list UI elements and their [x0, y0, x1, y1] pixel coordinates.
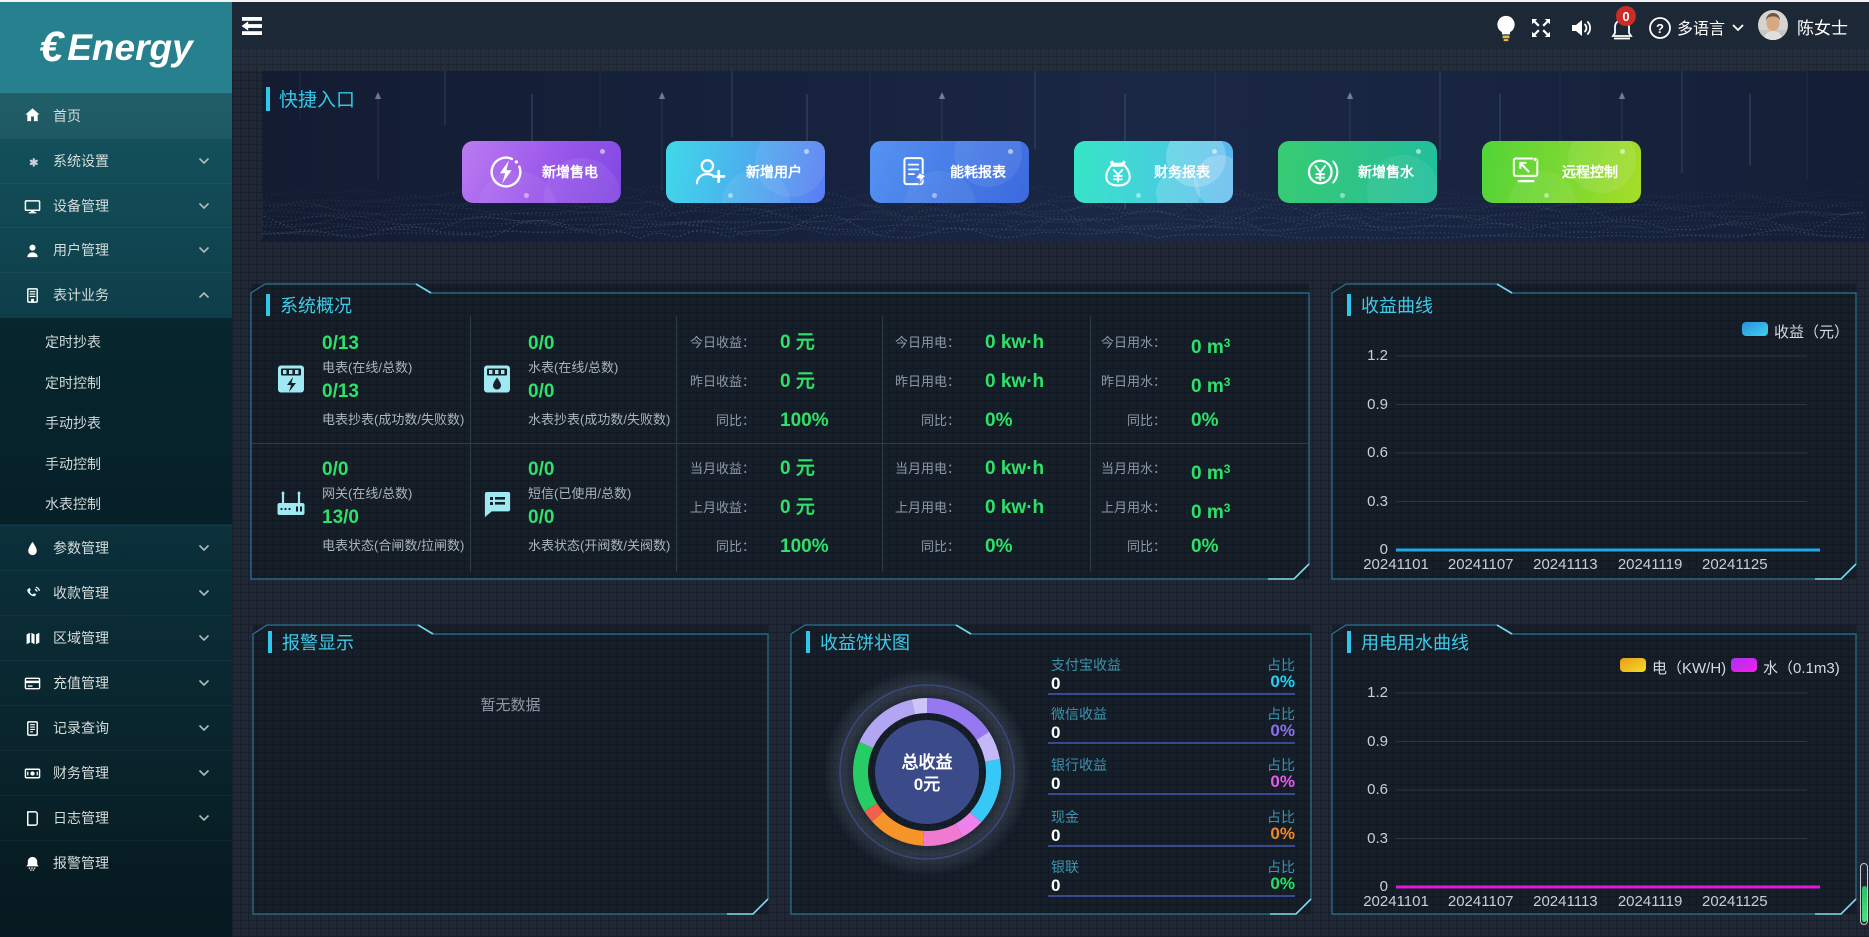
- svg-text:?: ?: [1656, 21, 1664, 36]
